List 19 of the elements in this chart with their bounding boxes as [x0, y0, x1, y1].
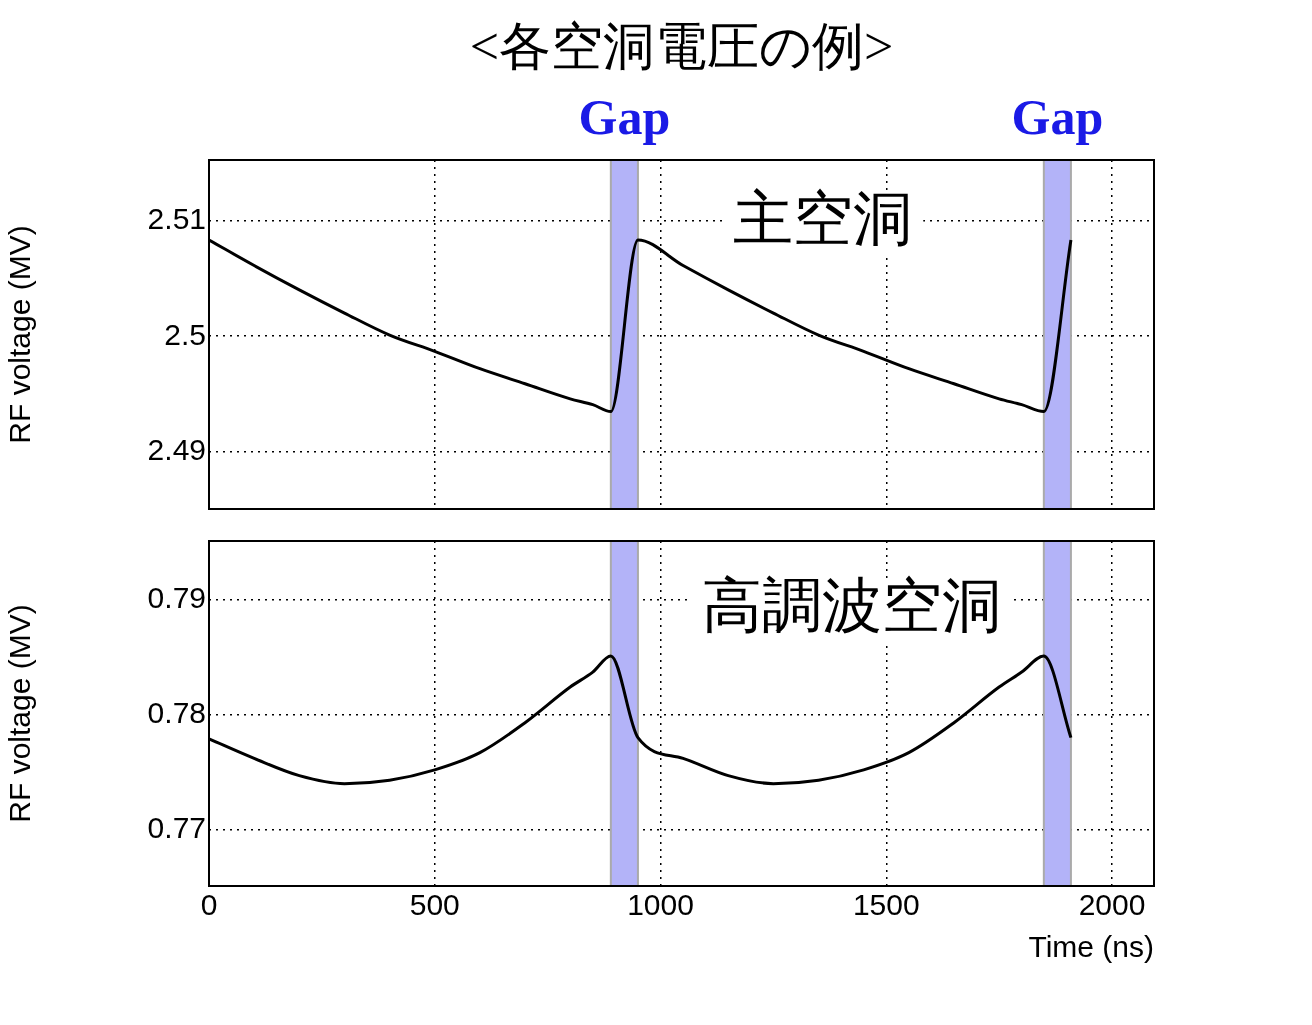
y-tick-label: 2.5	[164, 317, 206, 351]
x-tick-label: 500	[409, 888, 460, 922]
y-axis-title: RF voltage (MV)	[3, 225, 37, 444]
annotation: 高調波空洞	[701, 572, 1002, 639]
y-tick-label: 0.77	[147, 810, 206, 844]
y-axis-title: RF voltage (MV)	[3, 604, 37, 823]
x-tick-label: 0	[200, 888, 218, 922]
y-tick-label: 2.49	[147, 433, 206, 467]
band-label: Gap	[1011, 88, 1104, 145]
band-label: Gap	[578, 88, 671, 145]
y-tick-label: 0.78	[147, 695, 206, 729]
x-tick-label: 2000	[1078, 888, 1146, 922]
y-tick-label: 0.79	[147, 580, 206, 614]
x-tick-label: 1000	[627, 888, 694, 922]
chart-title: <各空洞電圧の例>	[468, 17, 895, 77]
annotation: 主空洞	[733, 185, 914, 252]
x-tick-label: 1500	[852, 888, 920, 922]
y-tick-label: 2.51	[147, 201, 206, 235]
x-axis-title: Time (ns)	[1028, 930, 1154, 964]
